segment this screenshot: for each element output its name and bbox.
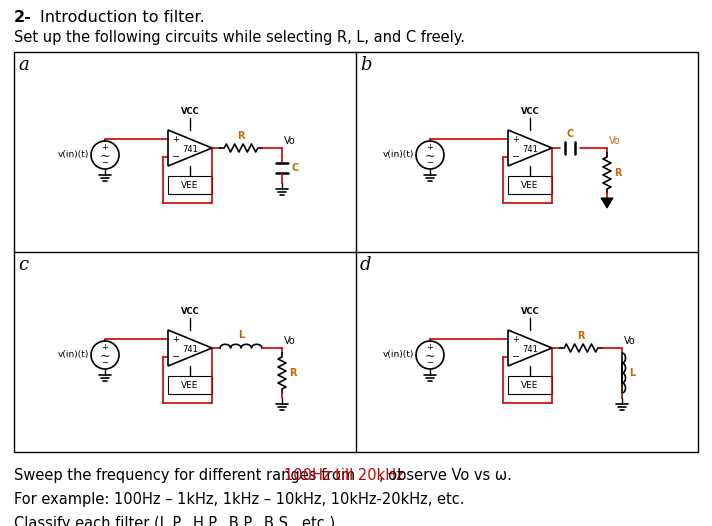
- Text: VEE: VEE: [521, 380, 539, 389]
- Text: ~: ~: [100, 349, 110, 362]
- Text: Vo: Vo: [609, 136, 621, 146]
- Text: ~: ~: [425, 149, 435, 163]
- Text: R: R: [237, 131, 245, 141]
- Text: , observe Vo vs ω.: , observe Vo vs ω.: [379, 468, 511, 483]
- Text: 741: 741: [522, 146, 538, 155]
- Text: +: +: [172, 335, 179, 343]
- Text: VEE: VEE: [182, 380, 199, 389]
- Text: +: +: [102, 343, 108, 352]
- Bar: [168, 176, 212, 194]
- Text: +: +: [172, 135, 179, 144]
- Bar: [508, 176, 552, 194]
- Text: +: +: [426, 144, 434, 153]
- Bar: [168, 376, 212, 394]
- Text: +: +: [512, 335, 519, 343]
- Text: R: R: [614, 168, 622, 178]
- Text: 741: 741: [182, 146, 198, 155]
- Text: VEE: VEE: [521, 180, 539, 189]
- Text: c: c: [18, 256, 28, 274]
- Polygon shape: [601, 198, 613, 208]
- Text: Set up the following circuits while selecting R, L, and C freely.: Set up the following circuits while sele…: [14, 30, 465, 45]
- Text: R: R: [289, 368, 296, 378]
- Text: VCC: VCC: [520, 107, 540, 116]
- Text: Vo: Vo: [284, 136, 295, 146]
- Text: −: −: [426, 158, 434, 167]
- Text: a: a: [18, 56, 28, 74]
- Text: Classify each filter (L.P., H.P., B.P., B.S., etc.): Classify each filter (L.P., H.P., B.P., …: [14, 516, 335, 526]
- Text: For example: 100Hz – 1kHz, 1kHz – 10kHz, 10kHz-20kHz, etc.: For example: 100Hz – 1kHz, 1kHz – 10kHz,…: [14, 492, 464, 507]
- Text: VCC: VCC: [181, 307, 199, 316]
- Text: C: C: [566, 129, 574, 139]
- Text: C: C: [291, 163, 298, 173]
- Bar: [14, 52, 698, 452]
- Text: 741: 741: [522, 346, 538, 355]
- Text: VCC: VCC: [520, 307, 540, 316]
- Text: +: +: [512, 135, 519, 144]
- Text: VEE: VEE: [182, 180, 199, 189]
- Text: v(in)(t): v(in)(t): [382, 350, 414, 359]
- Text: v(in)(t): v(in)(t): [58, 150, 89, 159]
- Text: Sweep the frequency for different ranges from: Sweep the frequency for different ranges…: [14, 468, 360, 483]
- Text: −: −: [512, 352, 520, 362]
- Text: b: b: [360, 56, 372, 74]
- Text: −: −: [512, 152, 520, 162]
- Text: R: R: [577, 331, 585, 341]
- Text: L: L: [629, 368, 636, 378]
- Text: v(in)(t): v(in)(t): [58, 350, 89, 359]
- Text: −: −: [102, 158, 108, 167]
- Text: Vo: Vo: [624, 336, 636, 346]
- Text: d: d: [360, 256, 372, 274]
- Text: +: +: [426, 343, 434, 352]
- Text: ~: ~: [100, 149, 110, 163]
- Text: ~: ~: [425, 349, 435, 362]
- Bar: [508, 376, 552, 394]
- Text: Introduction to filter.: Introduction to filter.: [40, 10, 205, 25]
- Text: −: −: [102, 359, 108, 368]
- Text: v(in)(t): v(in)(t): [382, 150, 414, 159]
- Text: Vo: Vo: [284, 336, 295, 346]
- Text: −: −: [426, 359, 434, 368]
- Text: VCC: VCC: [181, 107, 199, 116]
- Text: 2-: 2-: [14, 10, 32, 25]
- Text: +: +: [102, 144, 108, 153]
- Text: 100Hz till 20kHz: 100Hz till 20kHz: [285, 468, 404, 483]
- Text: 741: 741: [182, 346, 198, 355]
- Text: −: −: [172, 352, 180, 362]
- Text: −: −: [172, 152, 180, 162]
- Text: L: L: [238, 330, 244, 340]
